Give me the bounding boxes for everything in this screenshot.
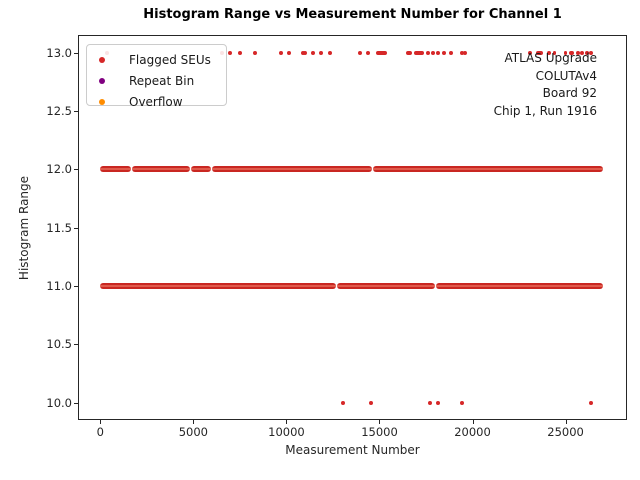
legend-row: Flagged SEUs <box>87 49 226 70</box>
legend-label: Repeat Bin <box>129 73 195 88</box>
annotation-line: COLUTAv4 <box>535 68 597 83</box>
scatter-point <box>303 50 308 55</box>
scatter-point <box>237 50 242 55</box>
y-tick-label: 12.5 <box>46 103 72 118</box>
scatter-cluster <box>375 50 387 55</box>
y-tick-label: 11.0 <box>46 278 72 293</box>
y-tick <box>74 52 78 54</box>
x-tick-label: 25000 <box>547 425 584 439</box>
scatter-band <box>436 282 603 289</box>
x-tick-label: 10000 <box>268 425 305 439</box>
x-tick-label: 5000 <box>178 425 209 439</box>
legend-label: Overflow <box>129 94 183 109</box>
scatter-point <box>369 400 374 405</box>
annotation-line: Board 92 <box>542 86 597 100</box>
scatter-point <box>463 50 468 55</box>
scatter-point <box>357 50 362 55</box>
y-tick <box>74 402 78 404</box>
scatter-point <box>310 50 315 55</box>
y-tick-label: 10.0 <box>46 395 72 410</box>
scatter-point <box>287 50 292 55</box>
scatter-point <box>341 400 345 405</box>
scatter-point <box>427 400 432 405</box>
scatter-band <box>100 166 131 173</box>
scatter-point <box>580 50 585 55</box>
scatter-cluster <box>563 50 568 55</box>
x-tick-label: 15000 <box>361 425 398 439</box>
y-tick <box>74 344 78 346</box>
scatter-point <box>426 50 431 55</box>
scatter-band <box>191 166 211 173</box>
scatter-point <box>319 50 324 55</box>
scatter-point <box>448 50 453 55</box>
legend-marker-flagged-seus-icon <box>99 56 105 63</box>
annotation-line: ATLAS Upgrade <box>504 51 597 65</box>
scatter-band <box>211 166 372 173</box>
chart-title: Histogram Range vs Measurement Number fo… <box>143 7 562 22</box>
scatter-point <box>584 50 589 55</box>
legend-label: Flagged SEUs <box>129 52 211 67</box>
y-tick-label: 10.5 <box>46 337 72 352</box>
scatter-point <box>228 50 233 55</box>
y-tick-label: 11.5 <box>46 220 72 235</box>
scatter-point <box>576 50 581 55</box>
x-axis-label: Measurement Number <box>285 443 420 457</box>
scatter-cluster <box>569 50 574 55</box>
y-tick <box>74 169 78 171</box>
scatter-point <box>366 50 371 55</box>
scatter-cluster <box>552 50 557 55</box>
scatter-cluster <box>535 50 544 55</box>
x-tick-label: 20000 <box>454 425 491 439</box>
scatter-point <box>436 50 441 55</box>
scatter-point <box>527 50 532 55</box>
scatter-band <box>100 282 336 289</box>
y-tick <box>74 227 78 229</box>
scatter-point <box>588 400 593 405</box>
annotation-line: Chip 1, Run 1916 <box>493 103 597 118</box>
annotation-block: ATLAS Upgrade COLUTAv4 Board 92 Chip 1, … <box>494 50 597 120</box>
x-tick <box>379 420 381 424</box>
scatter-point <box>252 50 257 55</box>
y-tick <box>74 285 78 287</box>
x-tick <box>472 420 474 424</box>
x-tick <box>100 420 102 424</box>
x-tick <box>193 420 195 424</box>
scatter-cluster <box>546 50 551 55</box>
scatter-point <box>430 50 435 55</box>
scatter-cluster <box>405 50 413 55</box>
scatter-point <box>327 50 332 55</box>
scatter-point <box>459 400 464 405</box>
scatter-band <box>337 282 435 289</box>
scatter-point <box>300 50 305 55</box>
legend-row: Overflow <box>87 91 226 112</box>
scatter-point <box>588 50 593 55</box>
scatter-band <box>131 166 191 173</box>
scatter-cluster <box>413 50 425 55</box>
scatter-point <box>441 50 446 55</box>
y-tick <box>74 110 78 112</box>
x-tick <box>286 420 288 424</box>
x-tick-label: 0 <box>96 425 104 439</box>
legend-row: Repeat Bin <box>87 70 226 91</box>
x-tick <box>565 420 567 424</box>
scatter-point <box>435 400 440 405</box>
y-tick-label: 13.0 <box>46 45 72 60</box>
y-tick-label: 12.0 <box>46 162 72 177</box>
scatter-point <box>278 50 283 55</box>
scatter-band <box>372 166 603 173</box>
legend-marker-repeat-bin-icon <box>99 77 105 84</box>
legend-marker-overflow-icon <box>99 98 105 105</box>
legend: Flagged SEUs Repeat Bin Overflow <box>86 44 227 109</box>
scatter-point <box>459 50 464 55</box>
